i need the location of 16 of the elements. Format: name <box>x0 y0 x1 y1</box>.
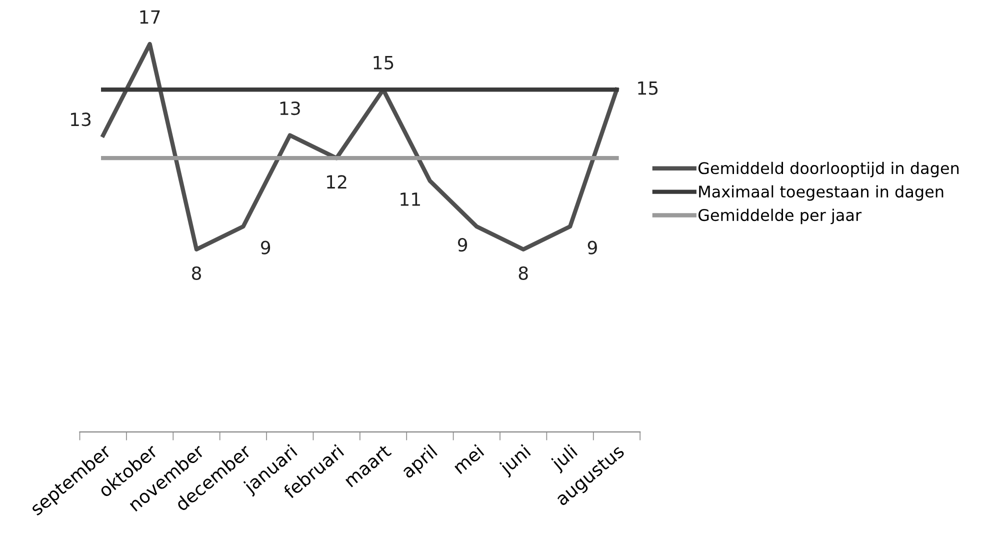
data-label: 9 <box>588 240 597 254</box>
data-label: 8 <box>518 266 528 280</box>
data-label: 13 <box>71 112 91 126</box>
data-label: 9 <box>260 240 270 254</box>
data-label: 15 <box>638 81 658 95</box>
x-tick-label: mei <box>452 444 484 474</box>
data-label: 8 <box>192 266 201 280</box>
legend-label: Gemiddelde per jaar <box>698 208 862 224</box>
data-label: 9 <box>458 238 468 252</box>
data-label: 17 <box>140 10 160 24</box>
data-label: 15 <box>374 56 394 70</box>
data-label: 11 <box>400 192 420 206</box>
data-label: 12 <box>327 175 346 188</box>
data-label: 13 <box>280 101 300 116</box>
legend-label: Maximaal toegestaan in dagen <box>699 185 944 201</box>
legend-label: Gemiddeld doorlooptijd in dagen <box>698 162 959 178</box>
